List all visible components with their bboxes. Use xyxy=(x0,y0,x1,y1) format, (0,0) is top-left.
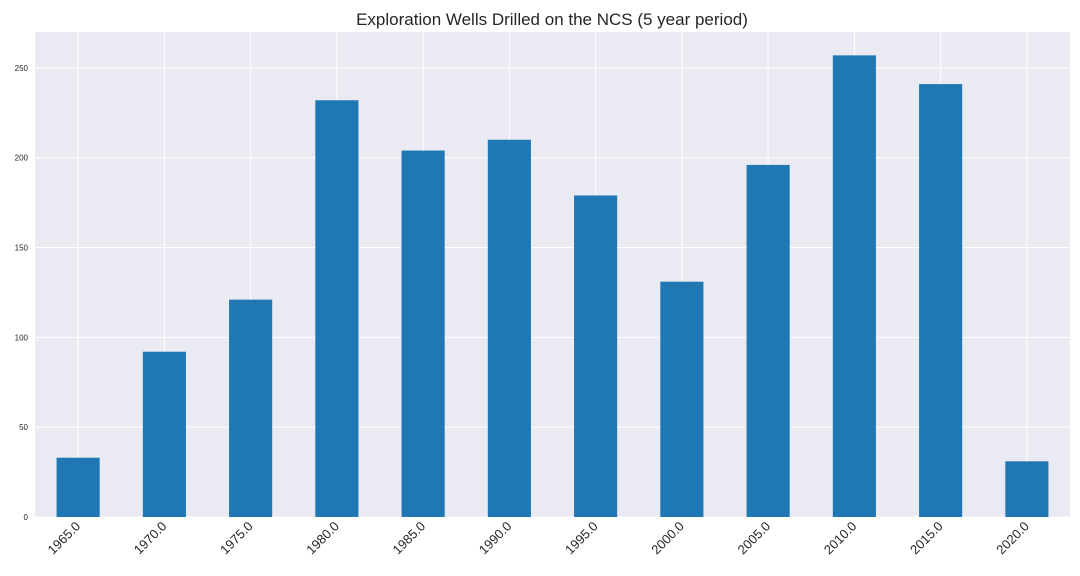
bar-2015.0 xyxy=(919,84,963,517)
bar-1990.0 xyxy=(487,139,531,517)
bar-1985.0 xyxy=(401,150,445,518)
chart-title: Exploration Wells Drilled on the NCS (5 … xyxy=(356,10,748,29)
bar-1975.0 xyxy=(229,299,273,517)
bars xyxy=(56,55,1049,518)
y-tick-label: 0 xyxy=(24,513,29,522)
x-tick-label: 1995.0 xyxy=(562,519,601,558)
x-axis-ticks: 1965.0 1970.0 1975.0 1980.0 1985.0 1990.0 1995… xyxy=(45,519,1032,558)
x-tick-label: 1975.0 xyxy=(217,519,256,558)
x-tick-label: 1970.0 xyxy=(131,519,170,558)
bar-2020.0 xyxy=(1005,461,1049,517)
bar-1970.0 xyxy=(142,351,186,517)
y-tick-label: 250 xyxy=(15,64,29,73)
x-tick-label: 1990.0 xyxy=(476,519,515,558)
bar-2005.0 xyxy=(746,164,790,518)
x-tick-label: 1980.0 xyxy=(303,519,342,558)
y-tick-label: 100 xyxy=(15,333,29,342)
x-tick-label: 1965.0 xyxy=(45,519,84,558)
bar-2010.0 xyxy=(832,55,876,517)
bar-1995.0 xyxy=(574,195,618,518)
bar-1965.0 xyxy=(56,457,100,517)
x-tick-label: 1985.0 xyxy=(390,519,429,558)
y-tick-label: 50 xyxy=(19,423,28,432)
x-tick-label: 2015.0 xyxy=(907,519,946,558)
x-tick-label: 2005.0 xyxy=(735,519,774,558)
plot-area xyxy=(35,32,1070,517)
x-tick-label: 2000.0 xyxy=(648,519,687,558)
bar-1980.0 xyxy=(315,100,359,517)
bar-2000.0 xyxy=(660,281,704,517)
x-tick-label: 2010.0 xyxy=(821,519,860,558)
y-tick-label: 150 xyxy=(15,244,29,253)
y-axis-ticks: 0 50 100 150 200 250 xyxy=(15,64,29,522)
x-tick-label: 2020.0 xyxy=(993,519,1032,558)
y-tick-label: 200 xyxy=(15,154,29,163)
